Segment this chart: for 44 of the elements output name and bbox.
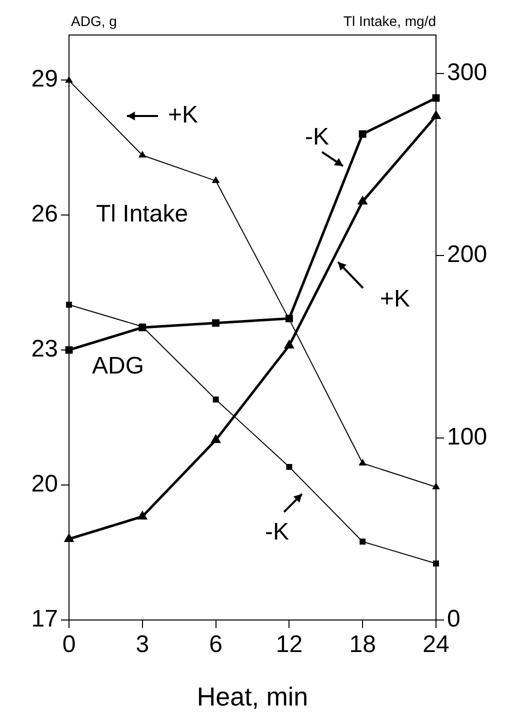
- point: [432, 482, 440, 490]
- point: [65, 76, 73, 83]
- point: [212, 176, 220, 184]
- annotation: -K: [305, 124, 329, 151]
- y-tick-label: 26: [31, 200, 58, 228]
- annotation: -K: [265, 518, 289, 546]
- x-tick-label: 18: [349, 631, 376, 658]
- annotation: +K: [380, 286, 410, 313]
- point: [358, 130, 366, 138]
- annotation: ADG: [92, 352, 144, 380]
- y2-tick-label: 300: [447, 58, 488, 86]
- point: [64, 534, 74, 542]
- y-tick-label: 20: [31, 470, 58, 498]
- x-tick-label: 0: [62, 631, 76, 658]
- point: [212, 319, 220, 327]
- y2-tick-label: 0: [447, 606, 460, 633]
- point: [212, 435, 220, 443]
- y-axis-title: ADG, g: [71, 12, 117, 29]
- y-tick-label: 29: [31, 66, 58, 93]
- x-tick-label: 24: [422, 631, 450, 658]
- point: [359, 459, 366, 466]
- x-tick-label: 6: [209, 631, 222, 658]
- y2-tick-label: 200: [447, 241, 488, 268]
- y-tick-label: 23: [31, 336, 58, 363]
- point: [432, 111, 440, 119]
- x-tick-label: 12: [276, 631, 303, 658]
- point: [358, 196, 367, 204]
- point: [66, 302, 72, 308]
- point: [138, 512, 147, 520]
- point: [286, 464, 292, 470]
- x-tick-label: 3: [136, 631, 150, 658]
- point: [212, 396, 219, 402]
- annotation: Tl Intake: [96, 200, 188, 228]
- point: [65, 346, 73, 354]
- x-axis-title: Heat, min: [196, 682, 308, 712]
- point: [284, 340, 294, 348]
- y-tick-label: 17: [31, 606, 58, 633]
- y2-axis-title: Tl Intake, mg/d: [343, 12, 436, 29]
- point: [138, 151, 146, 158]
- annotation: +K: [168, 102, 198, 129]
- point: [432, 94, 440, 102]
- point: [360, 538, 366, 545]
- y2-tick-label: 100: [447, 423, 488, 450]
- point: [433, 560, 439, 566]
